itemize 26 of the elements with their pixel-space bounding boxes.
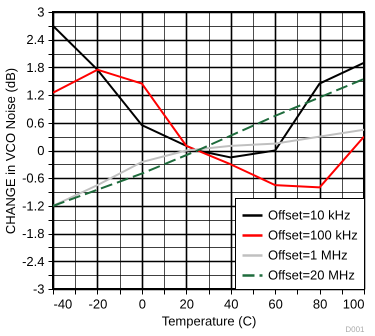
x-tick-label: 20 bbox=[180, 296, 194, 312]
y-tick-label: 2.4 bbox=[26, 32, 44, 48]
y-tick-label: -0.6 bbox=[22, 170, 44, 186]
x-tick-label: 40 bbox=[224, 296, 238, 312]
x-tick-label: 80 bbox=[312, 296, 328, 312]
x-tick-label: 0 bbox=[138, 296, 146, 312]
y-tick-label: 1.2 bbox=[26, 88, 44, 103]
text: D001 bbox=[345, 325, 366, 334]
y-tick-label: -1.2 bbox=[22, 198, 44, 214]
y-tick-label: -3 bbox=[32, 282, 44, 296]
legend-label: Offset=20 MHz bbox=[268, 268, 355, 282]
x-tick-label: 60 bbox=[268, 296, 283, 312]
x-tick-label: -40 bbox=[54, 296, 72, 312]
y-tick-label: 3 bbox=[37, 4, 44, 20]
y-tick-label: -1.8 bbox=[22, 226, 44, 242]
y-tick-label: 0.6 bbox=[26, 115, 44, 130]
legend-label: Offset=100 kHz bbox=[268, 228, 358, 242]
y-tick-label: 0 bbox=[37, 143, 44, 158]
y-tick-label: 1.8 bbox=[26, 60, 44, 75]
y-tick-label: -2.4 bbox=[22, 254, 44, 269]
legend-label: Offset=10 kHz bbox=[268, 208, 350, 222]
legend-label: Offset=1 MHz bbox=[268, 248, 348, 262]
y-axis-title: CHANGE in VCO Noise (dB) bbox=[3, 68, 18, 234]
x-tick-label: -20 bbox=[88, 296, 108, 312]
x-tick-label: 100 bbox=[342, 296, 364, 312]
x-axis-title: Temperature (C) bbox=[162, 314, 256, 328]
